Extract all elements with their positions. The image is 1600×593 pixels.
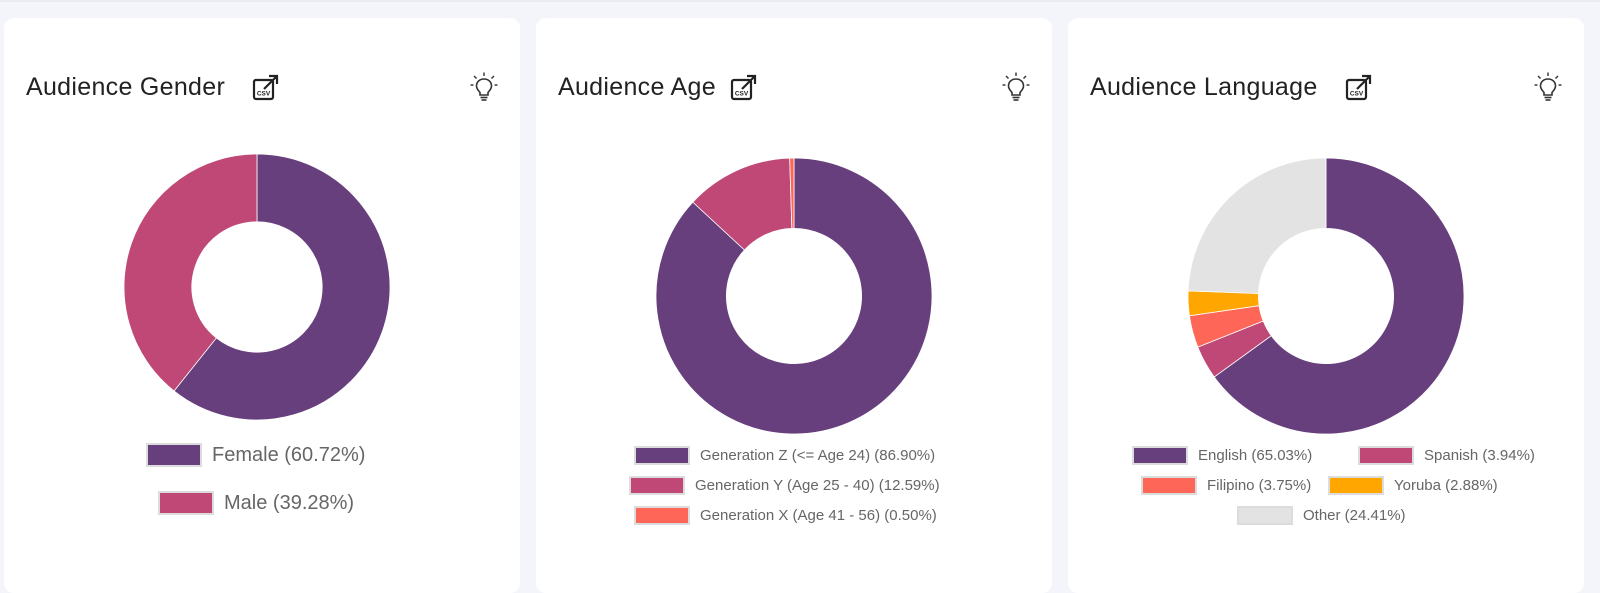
legend-swatch	[1132, 446, 1188, 465]
language-donut-chart	[1187, 157, 1465, 435]
legend-label: Generation Z (<= Age 24) (86.90%)	[700, 447, 936, 464]
legend-swatch	[1237, 506, 1293, 525]
legend-label: Generation Y (Age 25 - 40) (12.59%)	[695, 477, 940, 494]
legend-label: Male (39.28%)	[224, 491, 355, 514]
legend-item-generation-x[interactable]: Generation X (Age 41 - 56) (0.50%)	[634, 506, 937, 525]
legend-item-male[interactable]: Male (39.28%)	[158, 491, 354, 515]
legend-swatch	[146, 443, 202, 467]
insight-bulb-icon[interactable]	[470, 72, 498, 102]
audience-gender-card: Audience Gender CSV Female (60.72%) Male…	[4, 18, 520, 593]
legend-item-other[interactable]: Other (24.41%)	[1237, 506, 1406, 525]
legend-item-spanish[interactable]: Spanish (3.94%)	[1358, 446, 1535, 465]
top-divider	[0, 0, 1600, 2]
legend-item-filipino[interactable]: Filipino (3.75%)	[1141, 476, 1311, 495]
legend-item-generation-z[interactable]: Generation Z (<= Age 24) (86.90%)	[634, 446, 935, 465]
legend-label: Generation X (Age 41 - 56) (0.50%)	[700, 507, 937, 524]
csv-label: CSV	[735, 91, 749, 98]
card-title: Audience Age	[558, 73, 716, 101]
legend-swatch	[1328, 476, 1384, 495]
audience-language-card: Audience Language CSV English (65.03%) S…	[1068, 18, 1584, 593]
insight-bulb-icon[interactable]	[1534, 72, 1562, 102]
legend-swatch	[634, 446, 690, 465]
csv-label: CSV	[1350, 91, 1364, 98]
legend-label: Yoruba (2.88%)	[1394, 477, 1498, 494]
age-donut-chart	[655, 157, 933, 435]
legend-label: Female (60.72%)	[212, 443, 366, 466]
donut-slice-female[interactable]	[173, 153, 391, 421]
legend-swatch	[629, 476, 685, 495]
card-title: Audience Language	[1090, 73, 1318, 101]
donut-slice-generation-z-age-24[interactable]	[655, 157, 933, 435]
card-title: Audience Gender	[26, 73, 226, 101]
export-csv-icon[interactable]: CSV	[730, 74, 758, 102]
legend-swatch	[158, 491, 214, 515]
legend-item-generation-y[interactable]: Generation Y (Age 25 - 40) (12.59%)	[629, 476, 940, 495]
legend-label: English (65.03%)	[1198, 447, 1313, 464]
donut-slice-male[interactable]	[123, 153, 258, 392]
legend-item-english[interactable]: English (65.03%)	[1132, 446, 1312, 465]
insight-bulb-icon[interactable]	[1002, 72, 1030, 102]
donut-slice-english[interactable]	[1213, 157, 1465, 435]
donut-slice-other[interactable]	[1187, 157, 1327, 294]
legend-swatch	[1141, 476, 1197, 495]
audience-age-card: Audience Age CSV Generation Z (<= Age 24…	[536, 18, 1052, 593]
legend-label: Filipino (3.75%)	[1207, 477, 1312, 494]
legend-item-yoruba[interactable]: Yoruba (2.88%)	[1328, 476, 1498, 495]
legend-swatch	[634, 506, 690, 525]
legend-item-female[interactable]: Female (60.72%)	[146, 443, 365, 467]
legend-swatch	[1358, 446, 1414, 465]
donut-slice-generation-x-age-41-56[interactable]	[789, 157, 795, 229]
export-csv-icon[interactable]: CSV	[1345, 74, 1373, 102]
gender-donut-chart	[123, 153, 391, 421]
legend-label: Spanish (3.94%)	[1424, 447, 1535, 464]
csv-label: CSV	[257, 91, 271, 98]
export-csv-icon[interactable]: CSV	[252, 74, 280, 102]
legend-label: Other (24.41%)	[1303, 507, 1406, 524]
